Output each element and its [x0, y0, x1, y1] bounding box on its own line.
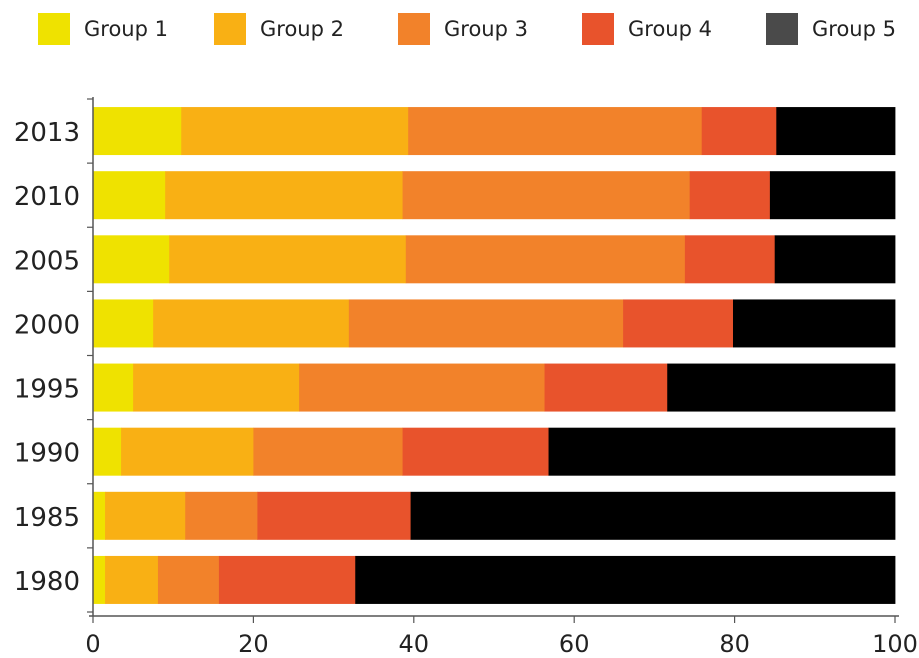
y-tick-label-2010: 2010: [14, 182, 80, 212]
bar-segment-2005-group-3: [406, 235, 685, 283]
bar-segment-1995-group-2: [133, 364, 299, 412]
bar-segment-1985-group-3: [185, 492, 258, 540]
x-tick-label-80: 80: [719, 630, 750, 658]
bar-segment-2000-group-1: [93, 299, 154, 347]
bar-segment-1990-group-2: [121, 428, 254, 476]
bar-segment-1985-group-2: [105, 492, 186, 540]
bar-segment-1995-group-3: [299, 364, 545, 412]
bar-segment-2010-group-3: [403, 171, 691, 219]
bar-segment-2000-group-2: [153, 299, 349, 347]
bar-segment-1990-group-5: [549, 428, 896, 476]
bar-segment-2000-group-5: [733, 299, 895, 347]
x-tick-label-40: 40: [399, 630, 430, 658]
bar-segment-2010-group-1: [93, 171, 166, 219]
bar-segment-2005-group-1: [93, 235, 170, 283]
bar-segment-2010-group-5: [770, 171, 896, 219]
bar-segment-2005-group-4: [685, 235, 775, 283]
bar-segment-2005-group-2: [169, 235, 406, 283]
bar-segment-2013-group-5: [776, 107, 895, 155]
bar-segment-2010-group-4: [690, 171, 771, 219]
bar-segment-1980-group-1: [93, 556, 105, 604]
bar-segment-2013-group-3: [408, 107, 702, 155]
bar-segment-1990-group-3: [253, 428, 403, 476]
bar-segment-1990-group-4: [403, 428, 549, 476]
bar-segment-2000-group-3: [349, 299, 624, 347]
bar-segment-1980-group-5: [355, 556, 895, 604]
bar-segment-1995-group-1: [93, 364, 134, 412]
y-tick-label-2013: 2013: [14, 118, 80, 148]
bar-segment-2013-group-2: [181, 107, 408, 155]
y-tick-label-2000: 2000: [14, 310, 80, 340]
y-tick-label-1995: 1995: [14, 375, 80, 405]
bar-segment-2005-group-5: [775, 235, 896, 283]
bar-segment-2000-group-4: [623, 299, 733, 347]
bar-segment-2010-group-2: [165, 171, 403, 219]
bar-segment-1995-group-4: [545, 364, 668, 412]
bar-segment-1995-group-5: [667, 364, 895, 412]
bar-segment-1985-group-5: [411, 492, 896, 540]
bar-segment-1980-group-4: [219, 556, 356, 604]
x-tick-label-0: 0: [85, 630, 100, 658]
bar-segment-1980-group-3: [158, 556, 219, 604]
bar-segment-2013-group-1: [93, 107, 182, 155]
bar-segment-1985-group-4: [257, 492, 411, 540]
x-tick-label-60: 60: [559, 630, 590, 658]
x-tick-label-20: 20: [238, 630, 269, 658]
bar-segment-2013-group-4: [702, 107, 777, 155]
bar-segment-1985-group-1: [93, 492, 105, 540]
bar-segment-1980-group-2: [105, 556, 158, 604]
y-tick-label-1980: 1980: [14, 567, 80, 597]
bar-segment-1990-group-1: [93, 428, 121, 476]
y-tick-label-1985: 1985: [14, 503, 80, 533]
x-tick-label-100: 100: [872, 630, 918, 658]
y-tick-label-1990: 1990: [14, 439, 80, 469]
y-tick-label-2005: 2005: [14, 246, 80, 276]
